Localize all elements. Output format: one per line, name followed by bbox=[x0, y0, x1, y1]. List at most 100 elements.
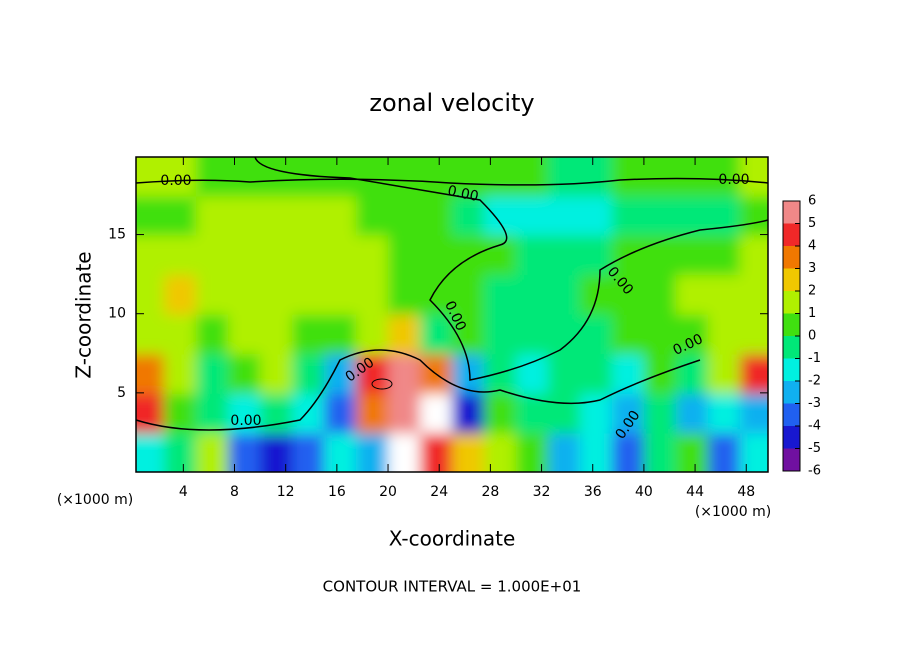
cell bbox=[739, 432, 768, 472]
cell bbox=[136, 274, 166, 315]
contour-line bbox=[371, 378, 393, 390]
colorbar-swatch bbox=[783, 246, 800, 269]
cell bbox=[196, 432, 230, 472]
y-unit: (×1000 m) bbox=[695, 504, 771, 520]
cell bbox=[420, 392, 453, 434]
cell bbox=[260, 392, 294, 434]
cell bbox=[196, 353, 230, 394]
cell bbox=[356, 195, 390, 236]
cell bbox=[675, 274, 709, 315]
cell bbox=[388, 274, 422, 315]
y-tick-label: 5 bbox=[117, 385, 126, 401]
cell bbox=[483, 274, 517, 315]
cell bbox=[483, 157, 517, 197]
cell bbox=[707, 353, 741, 394]
colorbar-label: -5 bbox=[808, 441, 821, 456]
cell bbox=[675, 353, 709, 394]
cell bbox=[643, 157, 677, 197]
cell bbox=[388, 157, 422, 197]
colorbar-swatch bbox=[783, 201, 800, 224]
cell bbox=[483, 392, 517, 434]
cell bbox=[292, 313, 326, 355]
colorbar-swatch bbox=[783, 313, 800, 336]
cell bbox=[675, 234, 709, 276]
cell bbox=[228, 353, 262, 394]
cell bbox=[452, 392, 485, 434]
cell bbox=[739, 313, 768, 355]
cell bbox=[739, 392, 768, 434]
cell bbox=[707, 392, 741, 434]
cell bbox=[260, 313, 294, 355]
cell bbox=[675, 157, 709, 197]
cell bbox=[388, 313, 422, 355]
cell bbox=[164, 432, 198, 472]
cell bbox=[228, 274, 262, 315]
cell bbox=[324, 195, 358, 236]
cell bbox=[260, 157, 294, 197]
cell bbox=[292, 392, 326, 434]
cell bbox=[515, 157, 549, 197]
cell bbox=[547, 432, 581, 472]
cell bbox=[579, 195, 613, 236]
cell bbox=[196, 234, 230, 276]
cell bbox=[547, 195, 581, 236]
cell bbox=[164, 234, 198, 276]
cell bbox=[260, 274, 294, 315]
cell bbox=[420, 432, 453, 472]
cell bbox=[388, 432, 422, 472]
colorbar-swatch bbox=[783, 448, 800, 471]
cell bbox=[292, 274, 326, 315]
cell bbox=[388, 234, 422, 276]
cell bbox=[452, 195, 485, 236]
cell bbox=[388, 353, 422, 394]
colorbar-label: 5 bbox=[808, 216, 816, 231]
colorbar-label: -1 bbox=[808, 351, 821, 366]
cell bbox=[356, 157, 390, 197]
cell bbox=[136, 353, 166, 394]
cell bbox=[675, 195, 709, 236]
cell bbox=[260, 353, 294, 394]
contour-label: 0.00 bbox=[446, 183, 480, 205]
cell bbox=[483, 195, 517, 236]
colorbar-label: -4 bbox=[808, 419, 821, 434]
x-tick-label: 4 bbox=[179, 484, 188, 500]
colorbar-swatch bbox=[783, 358, 800, 381]
cell bbox=[707, 274, 741, 315]
cell bbox=[515, 353, 549, 394]
contour-line bbox=[135, 177, 769, 186]
cell bbox=[260, 195, 294, 236]
colorbar-swatch bbox=[783, 268, 800, 291]
cell bbox=[483, 353, 517, 394]
cell bbox=[707, 195, 741, 236]
cell bbox=[292, 234, 326, 276]
cell bbox=[579, 353, 613, 394]
cell bbox=[196, 392, 230, 434]
cell bbox=[547, 157, 581, 197]
cell bbox=[420, 195, 453, 236]
cell bbox=[643, 195, 677, 236]
cell bbox=[420, 157, 453, 197]
cell bbox=[324, 157, 358, 197]
contour-label: 0.00 bbox=[160, 173, 191, 189]
cell bbox=[643, 274, 677, 315]
cell bbox=[611, 392, 645, 434]
cell bbox=[228, 313, 262, 355]
cell bbox=[515, 432, 549, 472]
cell bbox=[324, 432, 358, 472]
cell bbox=[547, 234, 581, 276]
cell bbox=[324, 234, 358, 276]
cell bbox=[260, 234, 294, 276]
cell bbox=[356, 274, 390, 315]
x-tick-label: 40 bbox=[635, 484, 653, 500]
x-tick-label: 12 bbox=[277, 484, 295, 500]
y-tick-label: 15 bbox=[108, 227, 126, 243]
cell bbox=[547, 274, 581, 315]
cell bbox=[452, 353, 485, 394]
cell bbox=[292, 353, 326, 394]
colorbar-label: -2 bbox=[808, 374, 821, 389]
x-tick-label: 8 bbox=[230, 484, 239, 500]
cell bbox=[739, 234, 768, 276]
x-tick-label: 28 bbox=[481, 484, 499, 500]
cell bbox=[356, 353, 390, 394]
cell bbox=[707, 432, 741, 472]
